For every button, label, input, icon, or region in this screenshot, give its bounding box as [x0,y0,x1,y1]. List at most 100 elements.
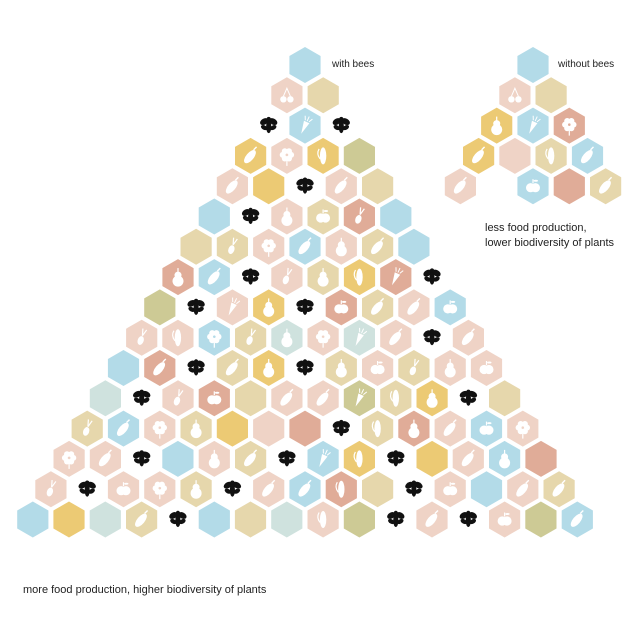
bee-icon [332,116,350,134]
bee-icon [169,510,187,527]
eggplant-hexagon [380,319,412,356]
plain-hexagon [234,501,267,538]
apple-hexagon [107,471,140,508]
eggplant-icon [135,510,149,527]
flower-hexagon [198,319,230,356]
pear-icon [172,268,184,287]
apple-icon [316,209,331,223]
flower-icon [515,421,530,439]
corn-icon [389,389,399,407]
corn-hexagon [162,319,194,356]
corn-hexagon [307,501,339,538]
cherry-hexagon [499,77,531,114]
pear-hexagon [253,350,285,386]
bee-icon [241,268,260,285]
cherry-hexagon [271,77,303,114]
plain-hexagon [517,47,549,83]
plain-hexagon [144,289,176,326]
eggplant-hexagon [253,471,285,508]
apple-icon [207,391,222,405]
eggplant-icon [262,479,276,497]
eggplant-icon [371,297,385,315]
radish-icon [82,419,93,436]
eggplant-icon [472,146,486,164]
apple-hexagon [362,350,394,386]
eggplant-hexagon [561,501,593,538]
pear-hexagon [198,440,230,477]
more-food-caption: more food production, higher biodiversit… [23,584,267,596]
eggplant-hexagon [289,228,321,265]
eggplant-icon [153,358,167,376]
plain-hexagon [89,380,121,417]
plain-hexagon [416,440,448,477]
bee-icon [296,177,314,194]
plain-hexagon [253,168,285,205]
flower-icon [279,148,295,166]
eggplant-hexagon [235,137,267,174]
bee-icon [459,389,478,406]
less-food-caption-line-2: lower biodiversity of plants [485,237,615,249]
carrot-hexagon [380,259,412,296]
pear-icon [208,449,220,469]
flower-hexagon [271,137,303,174]
eggplant-icon [407,297,421,315]
plain-hexagon [362,471,394,508]
plain-hexagon [525,501,557,538]
apple-icon [497,512,512,526]
plain-hexagon [89,501,121,538]
flower-icon [152,481,167,500]
bee-icon [423,329,441,346]
radish-hexagon [35,471,67,508]
radish-icon [409,358,420,376]
bee-icon [423,268,441,285]
corn-hexagon [307,137,339,174]
carrot-icon [391,267,404,286]
eggplant-hexagon [571,137,604,174]
without-bees-label: without bees [558,59,615,70]
eggplant-hexagon [216,350,248,386]
plain-hexagon [343,501,375,538]
pear-icon [408,419,420,439]
eggplant-icon [244,146,258,164]
pear-icon [335,359,347,378]
corn-icon [353,268,363,286]
pear-hexagon [325,350,357,386]
pear-hexagon [416,380,448,417]
corn-hexagon [325,471,357,508]
pear-icon [491,116,503,136]
radish-icon [228,237,238,254]
flower-hexagon [144,410,176,447]
plain-hexagon [235,380,267,417]
bee-icon [187,298,205,315]
eggplant-hexagon [144,350,176,386]
cherry-icon [280,87,294,103]
bee-icon [133,389,151,406]
plain-hexagon [362,168,394,205]
plain-hexagon [162,440,194,477]
plain-hexagon [289,410,321,447]
eggplant-icon [98,449,112,467]
eggplant-icon [280,388,294,406]
pear-hexagon [253,289,285,326]
pear-icon [190,480,202,499]
pear-hexagon [162,259,194,296]
apple-hexagon [325,289,357,326]
eggplant-hexagon [463,137,495,174]
pear-icon [426,389,438,408]
plain-hexagon [53,501,85,538]
plain-hexagon [107,350,140,386]
flower-hexagon [144,471,176,508]
eggplant-hexagon [126,501,158,538]
eggplant-icon [425,510,439,527]
plain-hexagon [198,198,230,235]
eggplant-hexagon [590,168,622,205]
eggplant-icon [334,176,348,194]
apple-hexagon [307,198,339,235]
cherry-icon [508,87,522,103]
eggplant-icon [298,479,312,497]
radish-hexagon [398,350,430,386]
bee-icon [241,207,260,224]
eggplant-icon [225,176,239,194]
